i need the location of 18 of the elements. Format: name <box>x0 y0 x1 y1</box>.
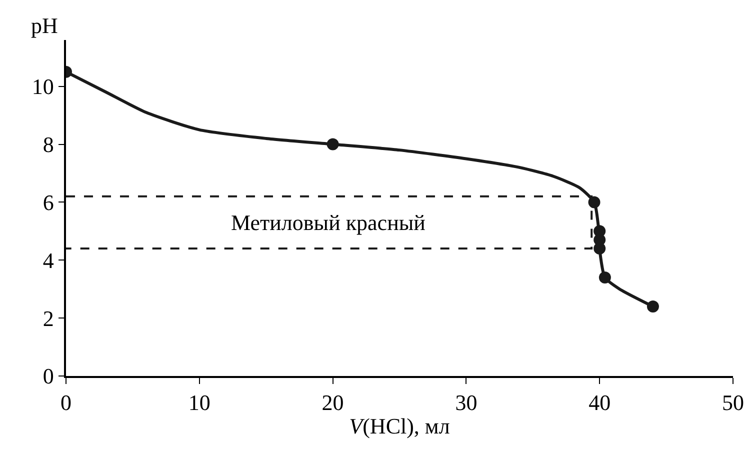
y-tick-label: 8 <box>42 132 54 157</box>
point <box>598 272 611 284</box>
point <box>646 300 659 312</box>
y-tick-label: 0 <box>42 364 54 389</box>
x-tick-label: 0 <box>60 390 72 416</box>
y-axis-title: pH <box>31 13 58 38</box>
point <box>594 242 606 255</box>
x-tick-label: 30 <box>455 390 478 416</box>
x-axis-title: V(HCl), мл <box>349 414 450 439</box>
y-tick-label: 2 <box>42 306 54 331</box>
x-tick-label: 20 <box>322 390 344 416</box>
y-tick-label: 4 <box>42 248 54 273</box>
x-tick-label: 40 <box>588 390 611 416</box>
x-tick-label: 50 <box>722 390 744 416</box>
y-tick-label: 10 <box>32 74 54 100</box>
x-tick-label: 10 <box>188 390 210 416</box>
y-tick-label: 6 <box>42 190 54 215</box>
annotation: Метиловый красный <box>231 210 426 235</box>
